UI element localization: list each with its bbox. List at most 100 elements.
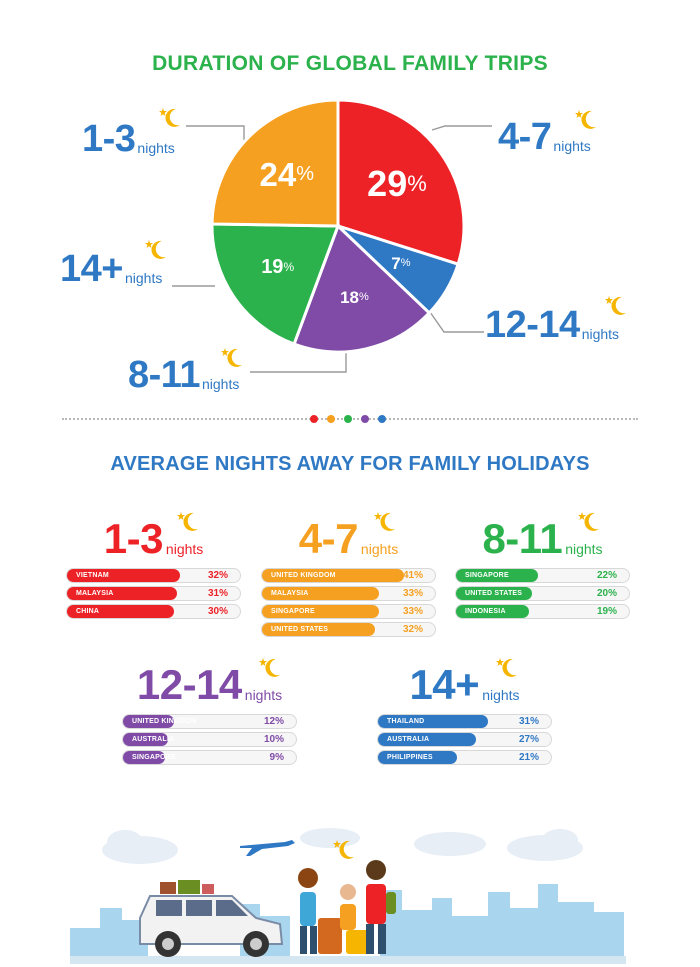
pie-chart: 29% 7% 18% 19% 24% <box>172 98 492 373</box>
country-label: PHILIPPINES <box>387 754 433 761</box>
family-people <box>298 860 396 954</box>
moon-star-icon <box>602 294 630 318</box>
moon-star-icon <box>142 238 170 262</box>
bar-row: AUSTRALIA 27% <box>377 732 552 747</box>
bar-fill <box>456 587 533 600</box>
country-label: AUSTRALIA <box>387 736 430 743</box>
percent-label: 22% <box>596 570 617 581</box>
percent-label: 10% <box>263 734 284 745</box>
bar-row: MALAYSIA 33% <box>261 586 436 601</box>
group-heading: 14+ nights <box>377 654 552 706</box>
country-label: CHINA <box>76 608 100 615</box>
bar-row: SINGAPORE 22% <box>455 568 630 583</box>
percent-label: 9% <box>269 752 284 763</box>
pie-label-12-14: 12-14 nights <box>485 304 620 346</box>
moon-star-icon <box>218 346 246 370</box>
percent-label: 32% <box>402 624 423 635</box>
pie-label-14plus: 14+ nights <box>60 248 163 290</box>
leader-line <box>250 352 347 373</box>
moon-star-icon <box>174 510 202 534</box>
pie-slices <box>210 98 466 354</box>
country-label: UNITED STATES <box>465 590 523 597</box>
airplane-icon <box>240 840 295 856</box>
percent-label: 27% <box>518 734 539 745</box>
country-label: UNITED STATES <box>271 626 329 633</box>
bar-row: AUSTRALIA 10% <box>122 732 297 747</box>
bar-fill <box>67 587 178 600</box>
group-4-7: 4-7 nights UNITED KINGDOM 41% MALAYSIA 33% SI… <box>261 508 436 640</box>
moon-star-icon <box>572 108 600 132</box>
group-heading: 4-7 nights <box>261 508 436 560</box>
pie-value-label: 18% <box>340 288 369 307</box>
percent-label: 41% <box>402 570 423 581</box>
moon-star-icon <box>156 106 184 130</box>
country-label: UNITED KINGDOM <box>132 718 197 725</box>
bar-row: UNITED STATES 32% <box>261 622 436 637</box>
country-label: SINGAPORE <box>132 754 176 761</box>
bar-fill <box>378 751 458 764</box>
group-8-11: 8-11 nights SINGAPORE 22% UNITED STATES 20% I… <box>455 508 630 622</box>
percent-label: 31% <box>207 588 228 599</box>
bar-section-title: AVERAGE NIGHTS AWAY FOR FAMILY HOLIDAYS <box>110 453 590 475</box>
group-rows: VIETNAM 32% MALAYSIA 31% CHINA 30% <box>66 568 241 619</box>
pie-value-label: 29% <box>367 162 427 203</box>
country-label: THAILAND <box>387 718 425 725</box>
country-label: SINGAPORE <box>465 572 509 579</box>
bar-row: SINGAPORE 9% <box>122 750 297 765</box>
bar-fill <box>67 605 175 618</box>
moon-star-icon <box>371 510 399 534</box>
moon-star-icon <box>575 510 603 534</box>
country-label: SINGAPORE <box>271 608 315 615</box>
group-1-3: 1-3 nights VIETNAM 32% MALAYSIA 31% CHINA 30% <box>66 508 241 622</box>
moon-star-icon <box>256 656 284 680</box>
country-label: UNITED KINGDOM <box>271 572 336 579</box>
pie-label-1-3: 1-3 nights <box>82 118 175 160</box>
group-12-14: 12-14 nights UNITED KINGDOM 12% AUSTRALIA 10… <box>122 654 297 768</box>
percent-label: 30% <box>207 606 228 617</box>
bar-row: THAILAND 31% <box>377 714 552 729</box>
group-heading: 12-14 nights <box>122 654 297 706</box>
country-label: MALAYSIA <box>76 590 114 597</box>
group-14plus: 14+ nights THAILAND 31% AUSTRALIA 27% PHILIPP… <box>377 654 552 768</box>
leader-line <box>431 125 492 131</box>
bar-row: SINGAPORE 33% <box>261 604 436 619</box>
cloud-shapes <box>102 828 583 864</box>
leader-line <box>186 125 245 140</box>
pie-leader-lines <box>172 125 492 373</box>
bar-row: UNITED STATES 20% <box>455 586 630 601</box>
percent-label: 32% <box>207 570 228 581</box>
bar-row: UNITED KINGDOM 12% <box>122 714 297 729</box>
pie-value-labels: 29% 7% 18% 19% 24% <box>259 155 426 306</box>
country-label: MALAYSIA <box>271 590 309 597</box>
city-skyline <box>70 884 624 958</box>
bar-row: UNITED KINGDOM 41% <box>261 568 436 583</box>
family-trip-illustration <box>70 828 626 964</box>
bar-fill <box>262 569 404 582</box>
car-icon <box>139 880 284 957</box>
divider-color-dots <box>310 415 386 423</box>
pie-slice-14+ <box>210 222 341 347</box>
group-rows: THAILAND 31% AUSTRALIA 27% PHILIPPINES 21% <box>377 714 552 765</box>
percent-label: 31% <box>518 716 539 727</box>
bar-fill <box>378 715 489 728</box>
bar-fill <box>262 605 379 618</box>
pie-slice-1-3 <box>210 98 340 228</box>
pie-label-8-11: 8-11 nights <box>128 354 240 396</box>
percent-label: 20% <box>596 588 617 599</box>
group-rows: SINGAPORE 22% UNITED STATES 20% INDONESIA 19% <box>455 568 630 619</box>
bar-fill <box>123 715 175 728</box>
bar-row: CHINA 30% <box>66 604 241 619</box>
bar-fill <box>123 733 168 746</box>
group-rows: UNITED KINGDOM 12% AUSTRALIA 10% SINGAPORE 9% <box>122 714 297 765</box>
percent-label: 19% <box>596 606 617 617</box>
group-heading: 8-11 nights <box>455 508 630 560</box>
bar-fill <box>67 569 181 582</box>
percent-label: 33% <box>402 606 423 617</box>
percent-label: 12% <box>263 716 284 727</box>
pie-value-label: 19% <box>261 256 294 278</box>
pie-value-label: 24% <box>259 155 314 192</box>
bar-fill <box>262 623 376 636</box>
bar-row: VIETNAM 32% <box>66 568 241 583</box>
bar-fill <box>456 605 529 618</box>
pie-chart-title: DURATION OF GLOBAL FAMILY TRIPS <box>152 52 548 75</box>
